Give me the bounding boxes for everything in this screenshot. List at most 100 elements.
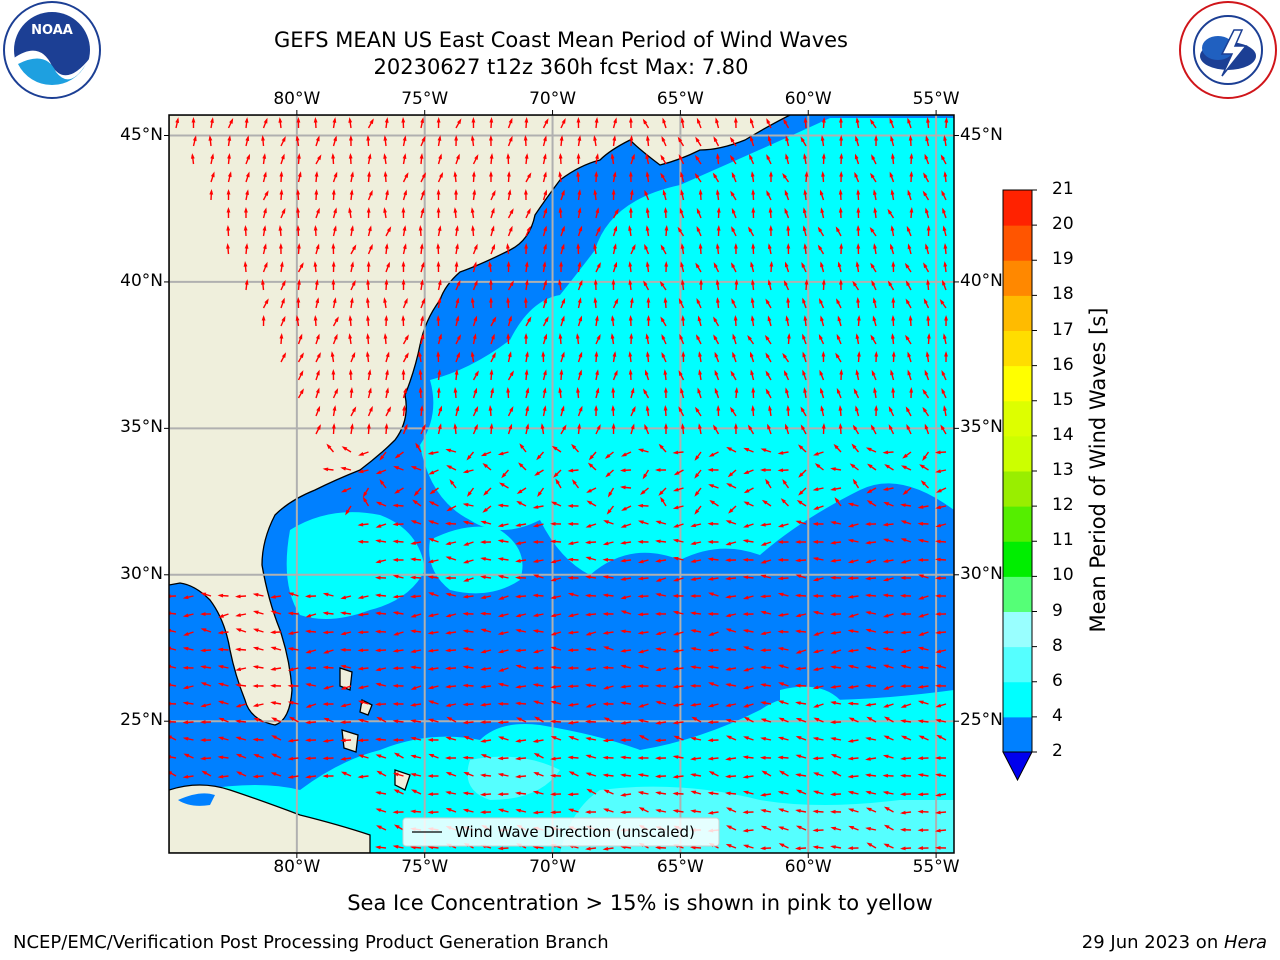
wind-arrow-head bbox=[428, 538, 434, 542]
wind-arrow-head bbox=[436, 261, 441, 267]
wind-arrow-head bbox=[585, 631, 592, 636]
wind-arrow-head bbox=[462, 720, 469, 725]
wind-arrow-head bbox=[742, 667, 749, 672]
wind-arrow-head bbox=[795, 717, 802, 722]
wind-arrow-head bbox=[812, 649, 819, 654]
wind-arrow-head bbox=[631, 243, 636, 250]
wind-arrow-head bbox=[209, 189, 214, 195]
wind-arrow-head bbox=[917, 538, 924, 543]
wind-arrow-head bbox=[305, 720, 311, 725]
wind-arrow-head bbox=[602, 593, 609, 598]
wind-arrow-head bbox=[278, 225, 283, 231]
wind-arrow-head bbox=[506, 261, 511, 267]
wind-arrow-head bbox=[803, 243, 808, 249]
wind-arrow-head bbox=[543, 279, 547, 286]
wind-arrow-head bbox=[340, 466, 347, 471]
wind-arrow-head bbox=[480, 452, 487, 457]
wind-arrow-head bbox=[803, 117, 808, 123]
wind-arrow-head bbox=[550, 684, 556, 689]
wind-arrow-head bbox=[594, 171, 599, 177]
wind-arrow-head bbox=[402, 405, 406, 411]
wind-arrow-head bbox=[655, 808, 662, 813]
wind-arrow-head bbox=[596, 334, 601, 340]
wind-arrow-head bbox=[602, 702, 609, 706]
wind-arrow-head bbox=[270, 630, 276, 635]
wind-arrow-head bbox=[245, 135, 250, 142]
wind-arrow-head bbox=[585, 575, 591, 580]
wind-arrow-head bbox=[462, 808, 469, 813]
wind-arrow-head bbox=[655, 683, 661, 688]
wind-arrow-head bbox=[357, 648, 364, 653]
wind-arrow-head bbox=[567, 613, 574, 618]
wind-arrow-head bbox=[333, 171, 338, 178]
colorbar-segment bbox=[1003, 260, 1032, 296]
wind-arrow-head bbox=[341, 446, 348, 451]
colorbar-tick-label: 4 bbox=[1052, 705, 1063, 726]
wind-arrow-head bbox=[637, 649, 644, 654]
wind-arrow-head bbox=[455, 405, 460, 412]
wind-arrow-head bbox=[690, 577, 696, 581]
wind-arrow-head bbox=[742, 703, 749, 708]
wind-arrow-head bbox=[777, 523, 784, 528]
wind-arrow-head bbox=[673, 735, 680, 740]
wind-arrow-head bbox=[351, 406, 357, 413]
wind-arrow-head bbox=[489, 153, 494, 159]
wind-arrow-head bbox=[567, 666, 574, 670]
wind-arrow-head bbox=[830, 792, 836, 797]
wind-arrow-head bbox=[731, 298, 736, 304]
wind-arrow-head bbox=[742, 629, 749, 633]
wind-arrow-head bbox=[558, 333, 563, 339]
wind-arrow-head bbox=[349, 387, 354, 393]
wind-arrow-head bbox=[630, 423, 635, 430]
wind-arrow-head bbox=[742, 539, 749, 543]
wind-arrow-head bbox=[455, 297, 460, 304]
wind-arrow-head bbox=[614, 208, 619, 215]
wind-arrow-head bbox=[900, 704, 907, 708]
wind-arrow-head bbox=[295, 135, 300, 141]
wind-arrow-head bbox=[518, 462, 524, 468]
wind-arrow-head bbox=[523, 297, 528, 303]
wind-arrow-head bbox=[524, 153, 529, 159]
wind-arrow-head bbox=[305, 649, 312, 654]
wind-arrow-head bbox=[765, 298, 770, 305]
wind-arrow-head bbox=[281, 280, 286, 286]
wind-arrow-head bbox=[694, 473, 700, 479]
wind-arrow-head bbox=[795, 701, 801, 706]
wind-arrow-head bbox=[708, 484, 714, 488]
wind-arrow-head bbox=[830, 826, 837, 831]
wind-arrow-head bbox=[742, 844, 749, 849]
wind-arrow-head bbox=[568, 736, 575, 740]
colorbar-tick-label: 17 bbox=[1052, 319, 1074, 340]
wind-arrow-head bbox=[728, 508, 734, 514]
wind-arrow-head bbox=[392, 666, 399, 671]
wind-arrow-head bbox=[497, 720, 504, 725]
wind-arrow-head bbox=[795, 574, 802, 579]
wind-arrow-head bbox=[620, 792, 626, 797]
wind-arrow-head bbox=[313, 117, 318, 123]
wind-arrow-head bbox=[796, 499, 803, 505]
wind-arrow-head bbox=[491, 333, 495, 340]
wind-arrow-head bbox=[445, 666, 451, 671]
wind-arrow-head bbox=[865, 628, 872, 633]
wind-arrow-head bbox=[330, 351, 335, 357]
wind-arrow-head bbox=[340, 647, 346, 652]
wind-arrow-head bbox=[716, 405, 721, 411]
wind-arrow-head bbox=[725, 756, 731, 761]
wind-arrow-head bbox=[246, 153, 250, 160]
wind-arrow-head bbox=[480, 575, 486, 580]
wind-arrow-head bbox=[567, 808, 574, 813]
colorbar-tick-label: 15 bbox=[1052, 389, 1074, 410]
wind-arrow-head bbox=[317, 154, 322, 161]
wind-arrow-head bbox=[169, 683, 171, 687]
wind-arrow-head bbox=[882, 664, 889, 669]
wind-arrow-head bbox=[340, 488, 347, 493]
wind-arrow-head bbox=[227, 135, 232, 141]
wind-arrow-head bbox=[694, 455, 700, 461]
wind-arrow-head bbox=[782, 478, 787, 485]
wind-arrow-head bbox=[410, 520, 417, 524]
wind-arrow-head bbox=[917, 613, 924, 618]
wind-arrow-head bbox=[542, 153, 547, 160]
wind-arrow-head bbox=[262, 225, 267, 231]
wind-arrow-head bbox=[375, 593, 381, 598]
wind-arrow-head bbox=[331, 261, 336, 267]
